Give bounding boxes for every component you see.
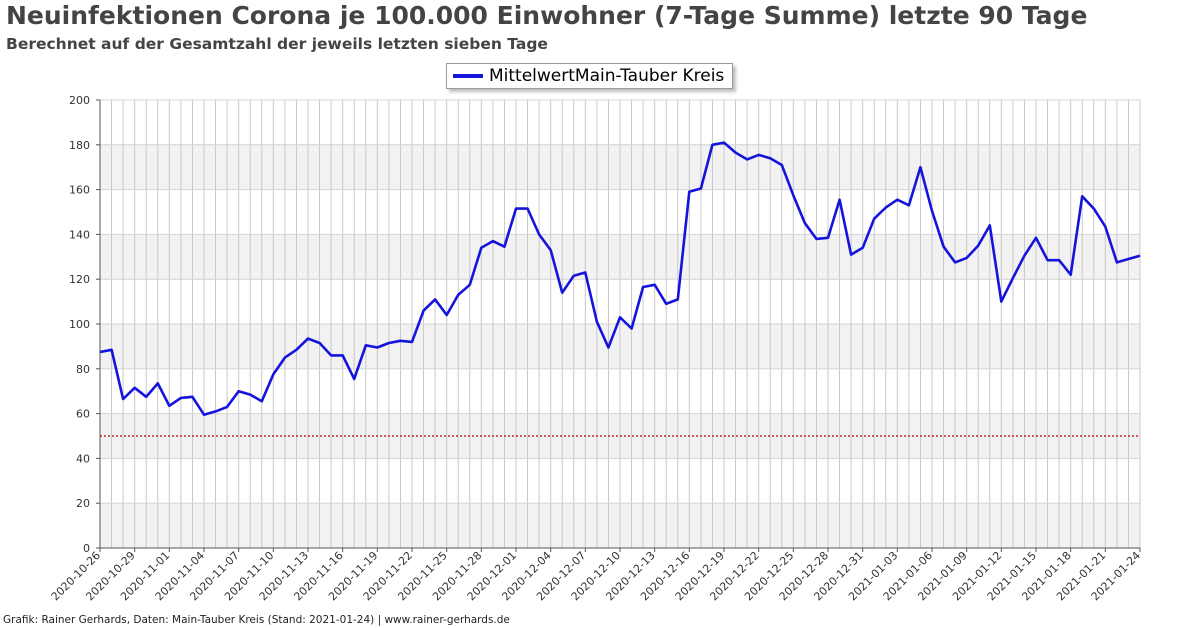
y-tick-labels: 0 20 40 60 80 100 120 140 160 180 200 [69, 94, 90, 555]
y-tick-label: 20 [76, 497, 90, 510]
legend: MittelwertMain-Tauber Kreis [446, 63, 734, 89]
axes [96, 99, 1141, 552]
y-tick-label: 80 [76, 363, 90, 376]
chart-title: Neuinfektionen Corona je 100.000 Einwohn… [6, 1, 1088, 30]
y-tick-label: 120 [69, 273, 90, 286]
y-tick-label: 60 [76, 408, 90, 421]
y-tick-label: 180 [69, 139, 90, 152]
y-tick-label: 0 [83, 542, 90, 555]
x-tick-labels: 2020-10-262020-10-292020-11-012020-11-04… [49, 549, 1143, 603]
y-tick-label: 100 [69, 318, 90, 331]
y-tick-label: 160 [69, 184, 90, 197]
series-group [99, 141, 1141, 417]
y-tick-label: 200 [69, 94, 90, 107]
footer-credit: Grafik: Rainer Gerhards, Daten: Main-Tau… [3, 614, 510, 626]
legend-label: MittelwertMain-Tauber Kreis [489, 66, 725, 86]
series-line [99, 141, 1141, 417]
y-tick-label: 40 [76, 452, 90, 465]
legend-swatch [453, 74, 483, 78]
y-tick-label: 140 [69, 228, 90, 241]
chart-subtitle: Berechnet auf der Gesamtzahl der jeweils… [6, 35, 548, 53]
